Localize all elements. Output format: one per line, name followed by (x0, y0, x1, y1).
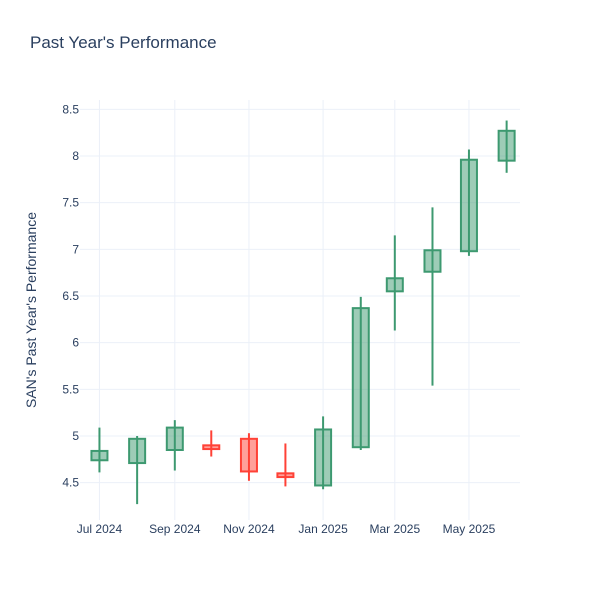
y-axis-ticks: 4.5 5 5.5 6 6.5 7 7.5 8 8.5 (62, 102, 79, 489)
x-axis-ticks: Jul 2024 Sep 2024 Nov 2024 Jan 2025 Mar 2025… (77, 522, 496, 536)
candle-body (423, 249, 442, 273)
y-tick-label: 6.5 (62, 289, 79, 303)
x-tick-label: Jul 2024 (77, 522, 123, 536)
y-tick-label: 8.5 (62, 102, 79, 116)
candle-body (239, 437, 258, 473)
candle-increasing (314, 416, 333, 490)
y-tick-label: 6 (72, 336, 79, 350)
candle-body (385, 277, 404, 293)
x-tick-label: Jan 2025 (298, 522, 348, 536)
candle-decreasing (239, 433, 258, 481)
y-tick-label: 7 (72, 242, 79, 256)
y-tick-label: 5.5 (62, 382, 79, 396)
x-tick-label: May 2025 (443, 522, 496, 536)
x-tick-label: Nov 2024 (223, 522, 275, 536)
candle-increasing (128, 436, 147, 505)
y-tick-label: 7.5 (62, 196, 79, 210)
candle-increasing (459, 149, 478, 256)
candle-body (90, 449, 109, 462)
y-tick-label: 5 (72, 429, 79, 443)
candle-body (351, 307, 370, 449)
candle-body (276, 472, 295, 479)
candle-layer (90, 120, 516, 505)
candle-increasing (90, 427, 109, 473)
candle-increasing (385, 235, 404, 331)
y-axis-title: SAN's Past Year's Performance (23, 212, 39, 408)
candle-increasing (165, 420, 184, 471)
candle-body (497, 129, 516, 162)
candle-increasing (351, 296, 370, 450)
y-tick-label: 8 (72, 149, 79, 163)
candle-body (459, 158, 478, 253)
y-tick-label: 4.5 (62, 476, 79, 490)
chart-title: Past Year's Performance (30, 33, 217, 52)
candle-body (314, 428, 333, 487)
candle-decreasing (276, 443, 295, 487)
x-tick-label: Mar 2025 (369, 522, 420, 536)
x-tick-label: Sep 2024 (149, 522, 201, 536)
candle-body (128, 437, 147, 465)
candle-decreasing (202, 430, 221, 457)
candle-increasing (423, 207, 442, 386)
candle-body (165, 426, 184, 452)
candle-increasing (497, 120, 516, 173)
candle-body (202, 444, 221, 451)
